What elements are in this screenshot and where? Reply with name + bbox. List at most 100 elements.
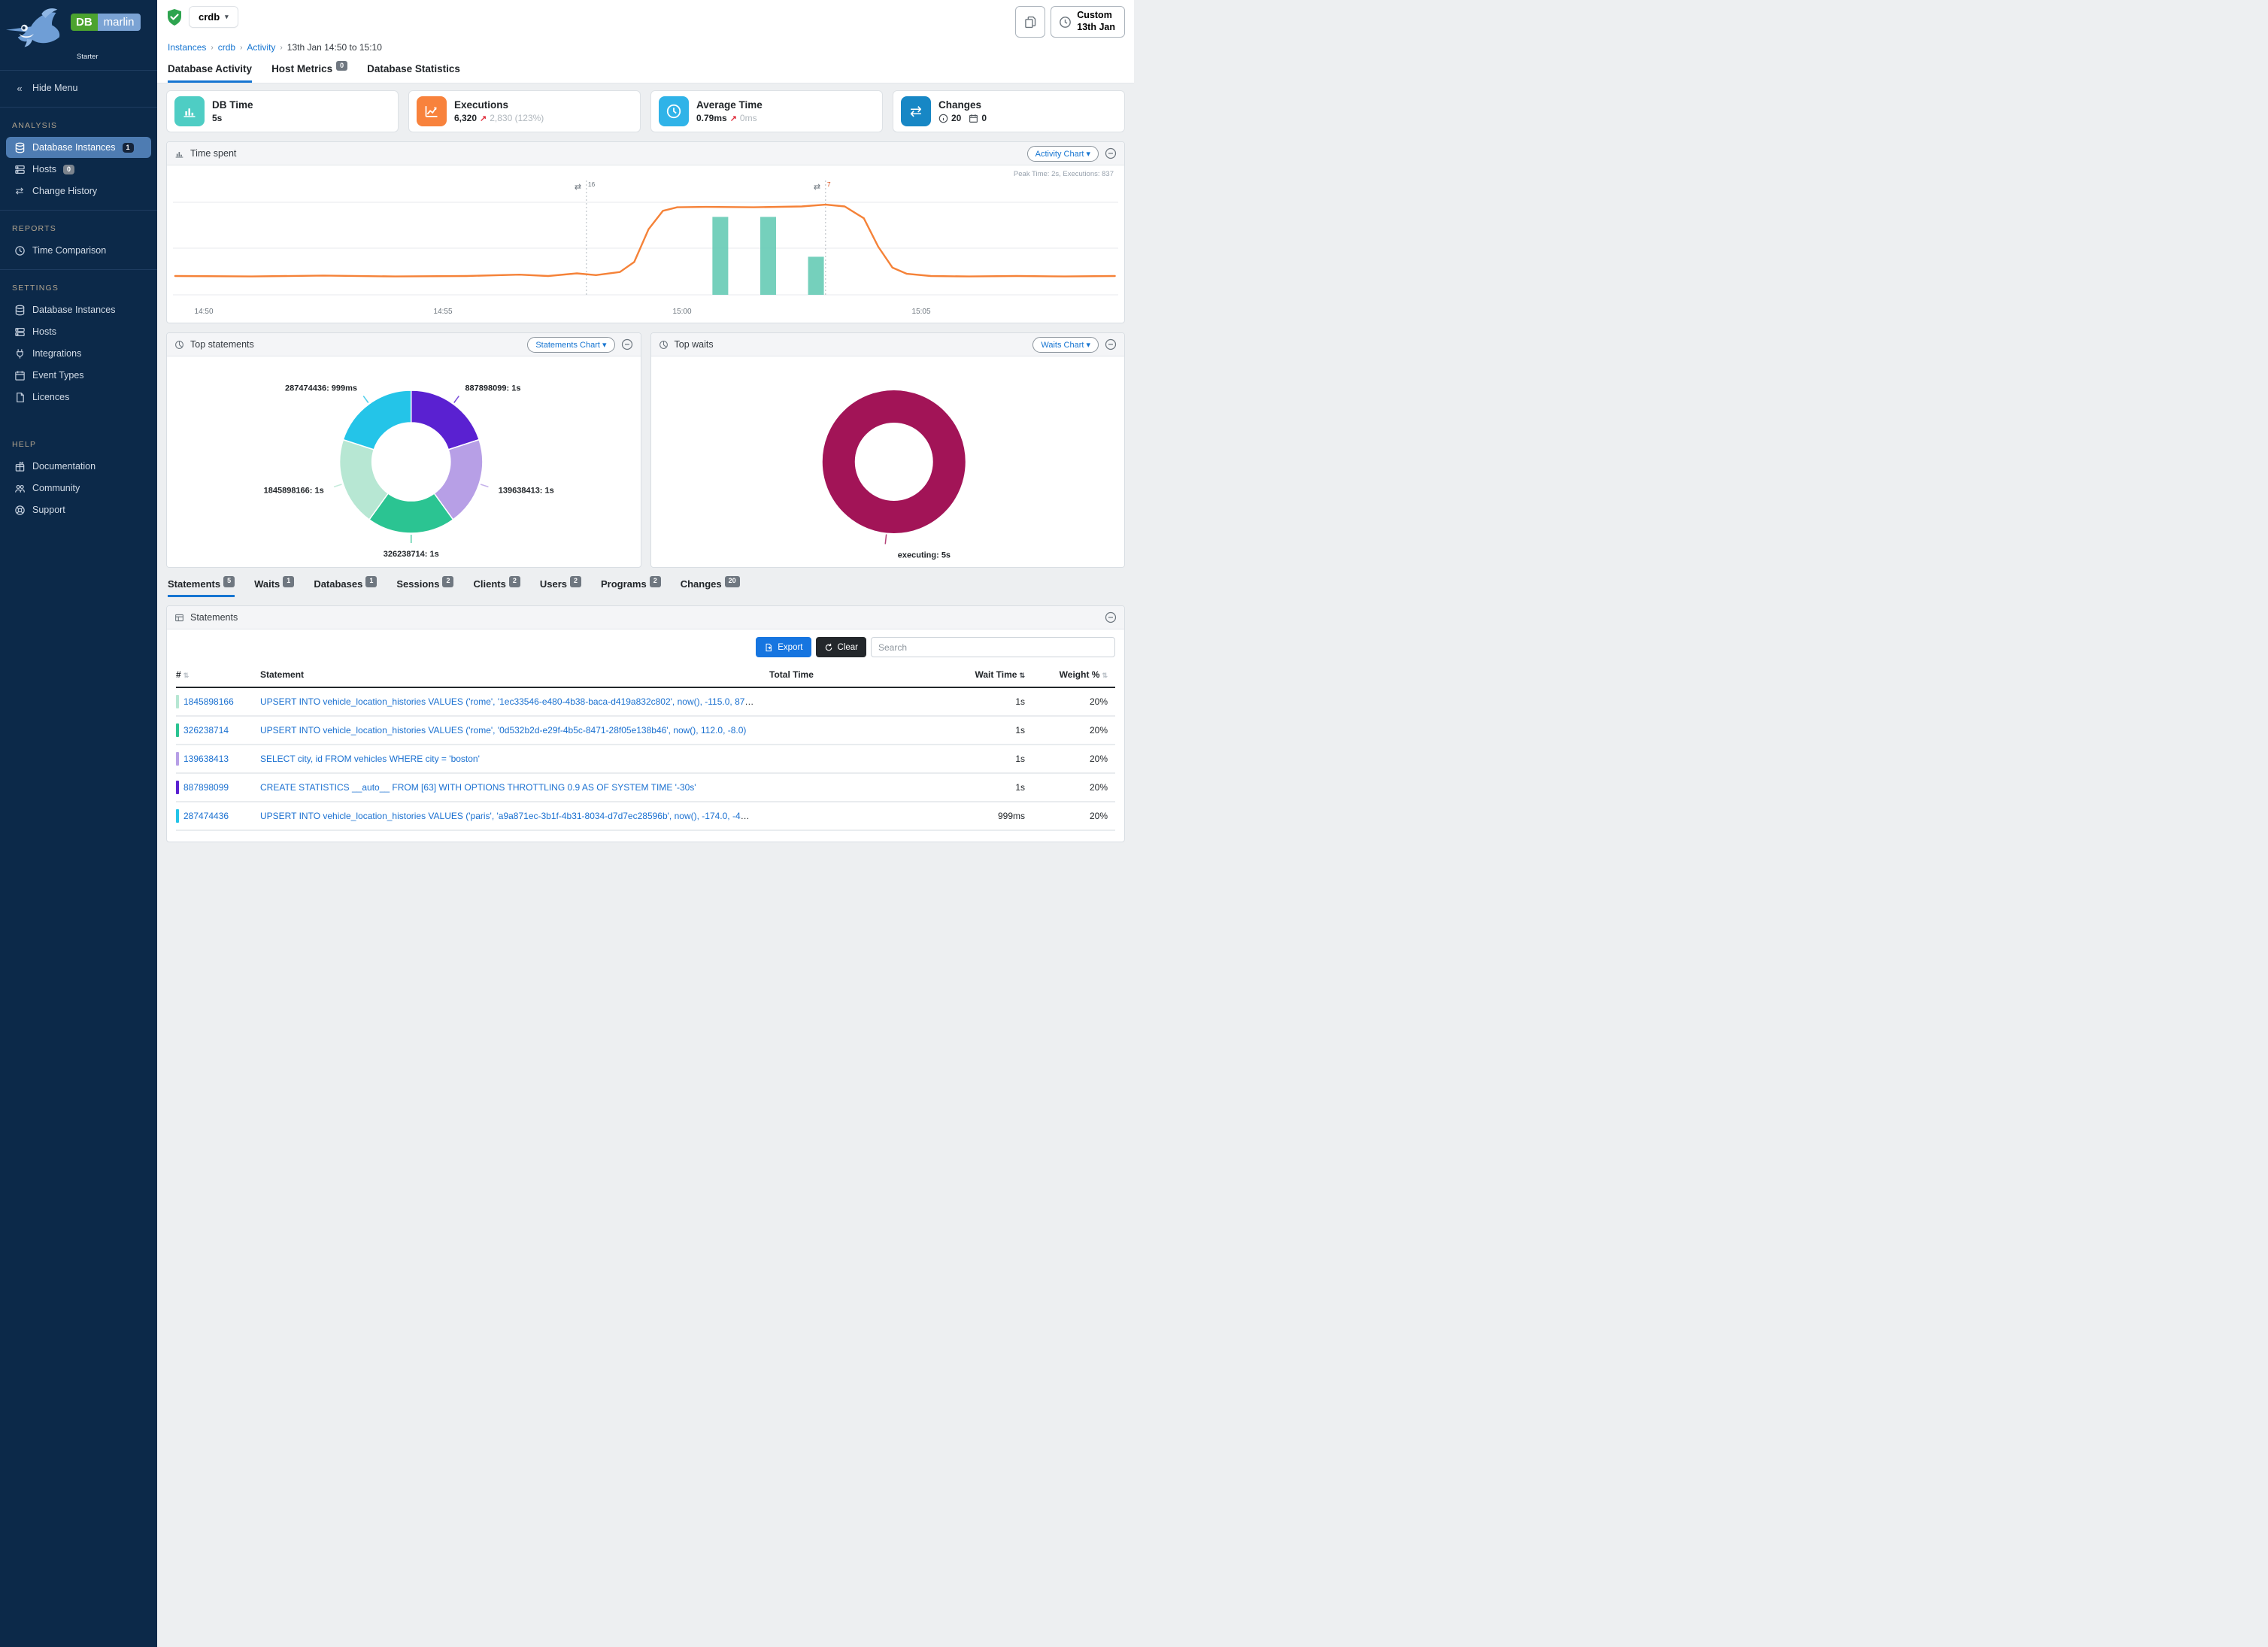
breadcrumb-crdb[interactable]: crdb	[217, 42, 236, 53]
tab-users[interactable]: Users 2	[540, 576, 581, 597]
count-badge: 2	[649, 576, 661, 587]
statement-id-link[interactable]: 287474436	[183, 811, 229, 821]
statements-panel: Statements Export Clear #⇅ Statement	[166, 605, 1125, 842]
collapse-panel-button[interactable]	[1105, 338, 1117, 350]
weight-value: 20%	[1089, 754, 1108, 764]
table-row: 287474436 UPSERT INTO vehicle_location_h…	[176, 802, 1115, 831]
clear-button[interactable]: Clear	[815, 637, 866, 657]
statement-link[interactable]: SELECT city, id FROM vehicles WHERE city…	[260, 754, 480, 764]
svg-text:⇄: ⇄	[814, 183, 820, 192]
table-row: 139638413 SELECT city, id FROM vehicles …	[176, 745, 1115, 774]
tab-clients[interactable]: Clients 2	[473, 576, 520, 597]
sort-icon: ⇅	[1019, 672, 1025, 679]
statements-chart-selector[interactable]: Statements Chart ▾	[527, 336, 615, 353]
svg-text:15:00: 15:00	[673, 308, 692, 316]
bar-chart-icon	[174, 96, 205, 126]
count-badge: 2	[569, 576, 581, 587]
statement-id-link[interactable]: 887898099	[183, 782, 229, 793]
weight-value: 20%	[1089, 725, 1108, 736]
tab-changes[interactable]: Changes 20	[681, 576, 740, 597]
tab-statements[interactable]: Statements 5	[168, 576, 235, 597]
shield-check-icon	[166, 8, 183, 26]
statement-color-chip	[176, 695, 179, 708]
statement-link[interactable]: CREATE STATISTICS __auto__ FROM [63] WIT…	[260, 782, 696, 793]
tab-database-activity[interactable]: Database Activity	[168, 63, 253, 83]
info-changes-count: 20	[951, 113, 962, 123]
clock-icon	[1059, 16, 1072, 29]
swap-arrows-icon: ⇄	[901, 96, 931, 126]
top-statements-donut-chart[interactable]: 887898099: 1s 139638413: 1s 326238714: 1s 1…	[167, 356, 641, 567]
calendar-event-icon	[14, 369, 26, 381]
sidebar-item-database-instances[interactable]: Database Instances 1	[6, 137, 151, 158]
line-chart-icon	[417, 96, 447, 126]
breadcrumb-instances[interactable]: Instances	[168, 42, 207, 53]
count-badge: 1	[122, 142, 134, 153]
collapse-panel-button[interactable]	[1105, 147, 1117, 159]
activity-chart[interactable]: ⇄ 16 ⇄ 7 14:50 14:55 15:00 15:05	[173, 168, 1118, 317]
top-header: crdb ▾ Custom 13th Jan Instances ›	[157, 0, 1134, 83]
chevrons-left-icon: «	[17, 82, 23, 94]
sidebar-item-documentation[interactable]: Documentation	[6, 456, 151, 477]
export-button[interactable]: Export	[756, 637, 811, 657]
documentation-icon	[14, 460, 26, 472]
top-waits-panel: Top waits Waits Chart ▾ executing: 5s	[650, 332, 1125, 568]
collapse-panel-button[interactable]	[621, 338, 633, 350]
tab-programs[interactable]: Programs 2	[601, 576, 661, 597]
wait-time-value: 999ms	[997, 811, 1025, 821]
breadcrumb-current-range: 13th Jan 14:50 to 15:10	[287, 42, 382, 53]
sort-wait-time[interactable]: Wait Time ⇅	[975, 669, 1025, 680]
search-input[interactable]	[871, 637, 1115, 657]
statement-link[interactable]: UPSERT INTO vehicle_location_histories V…	[260, 725, 747, 736]
time-range-button[interactable]: Custom 13th Jan	[1051, 6, 1125, 38]
statement-color-chip	[176, 723, 179, 737]
svg-text:1845898166: 1s: 1845898166: 1s	[264, 487, 324, 496]
sidebar-item-community[interactable]: Community	[6, 478, 151, 499]
sidebar-item-time-comparison[interactable]: Time Comparison	[6, 240, 151, 261]
breadcrumb-activity[interactable]: Activity	[247, 42, 276, 53]
logo-block: DB marlin Starter	[0, 0, 157, 71]
tab-sessions[interactable]: Sessions 2	[396, 576, 454, 597]
copy-button[interactable]	[1015, 6, 1046, 38]
sidebar-item-hosts[interactable]: Hosts 0	[6, 159, 151, 180]
instance-selector[interactable]: crdb ▾	[189, 6, 238, 28]
count-badge: 1	[283, 576, 295, 587]
sort-weight[interactable]: Weight % ⇅	[1059, 669, 1108, 680]
tab-databases[interactable]: Databases 1	[314, 576, 377, 597]
tab-database-statistics[interactable]: Database Statistics	[367, 63, 460, 74]
table-row: 326238714 UPSERT INTO vehicle_location_h…	[176, 717, 1115, 745]
life-ring-icon	[14, 504, 26, 516]
licence-document-icon	[14, 391, 26, 403]
hide-menu-button[interactable]: « Hide Menu	[6, 77, 151, 99]
activity-chart-selector[interactable]: Activity Chart ▾	[1026, 145, 1099, 162]
waits-chart-selector[interactable]: Waits Chart ▾	[1032, 336, 1099, 353]
top-waits-donut-chart[interactable]: executing: 5s	[651, 356, 1125, 567]
server-icon	[14, 326, 26, 338]
wait-time-value: 1s	[1015, 782, 1025, 793]
collapse-panel-button[interactable]	[1105, 611, 1117, 623]
statement-id-link[interactable]: 1845898166	[183, 696, 234, 707]
tab-waits[interactable]: Waits 1	[254, 576, 295, 597]
svg-text:326238714: 1s: 326238714: 1s	[384, 550, 439, 559]
statement-link[interactable]: UPSERT INTO vehicle_location_histories V…	[260, 696, 756, 707]
statement-id-link[interactable]: 326238714	[183, 725, 229, 736]
table-toolbar: Export Clear	[167, 629, 1124, 663]
sidebar-item-change-history[interactable]: ⇄ Change History	[6, 180, 151, 202]
count-badge: 2	[442, 576, 454, 587]
col-statement: Statement	[260, 669, 305, 680]
sidebar-item-integrations[interactable]: Integrations	[6, 343, 151, 364]
table-row: 1845898166 UPSERT INTO vehicle_location_…	[176, 688, 1115, 717]
tab-host-metrics[interactable]: Host Metrics 0	[271, 61, 348, 83]
statement-link[interactable]: UPSERT INTO vehicle_location_histories V…	[260, 811, 757, 821]
top-statements-panel: Top statements Statements Chart ▾ 887898…	[166, 332, 641, 568]
sort-num[interactable]: # ⇅	[176, 669, 190, 680]
count-badge: 1	[365, 576, 377, 587]
sidebar-item-hosts-settings[interactable]: Hosts	[6, 321, 151, 342]
metric-db-time: DB Time 5s	[166, 90, 399, 132]
statement-id-link[interactable]: 139638413	[183, 754, 229, 764]
section-header-help: HELP	[12, 440, 37, 449]
sidebar-item-database-instances-settings[interactable]: Database Instances	[6, 299, 151, 320]
sidebar-item-licences[interactable]: Licences	[6, 387, 151, 408]
sidebar-item-event-types[interactable]: Event Types	[6, 365, 151, 386]
marlin-fish-logo-icon	[5, 8, 71, 50]
sidebar-item-support[interactable]: Support	[6, 499, 151, 520]
